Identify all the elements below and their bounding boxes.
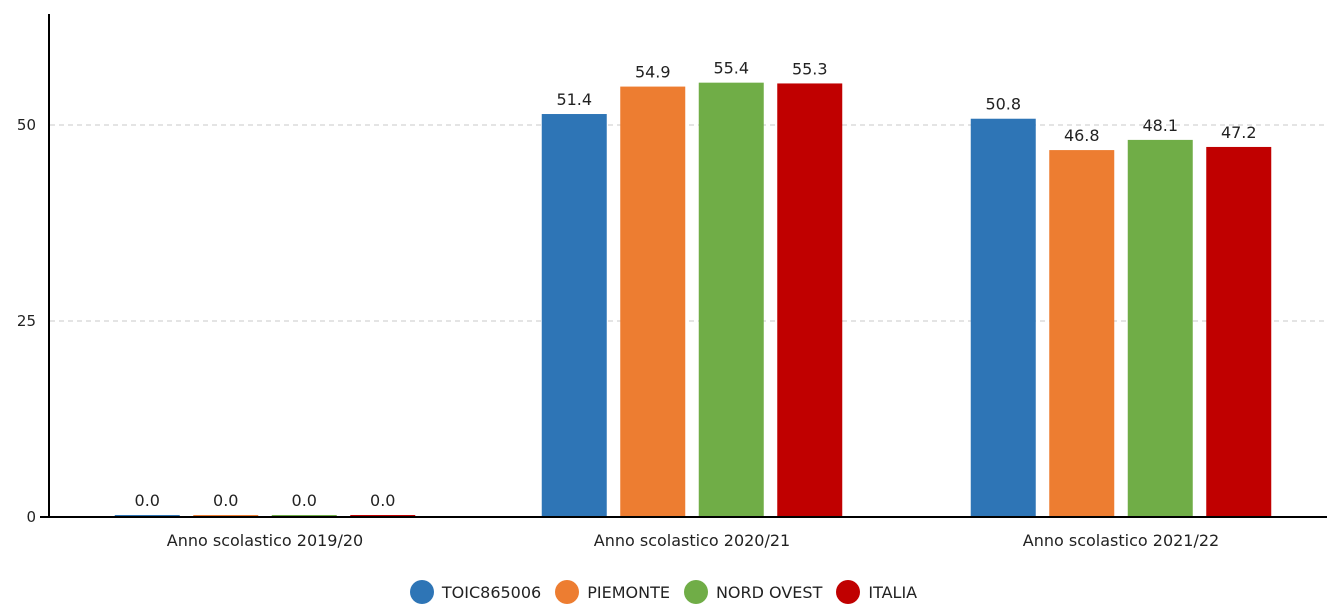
legend-marker [683, 580, 708, 604]
legend-label: NORD OVEST [715, 582, 823, 602]
data-label: 47.2 [1221, 123, 1257, 142]
legend-item-nord-ovest[interactable]: NORD OVEST [683, 580, 823, 604]
data-label: 0.0 [213, 491, 238, 510]
legend-marker [836, 580, 861, 604]
data-label: 55.4 [713, 59, 749, 78]
bar-piemonte [1049, 150, 1115, 517]
legend-item-italia[interactable]: ITALIA [836, 580, 917, 604]
legend-item-toic865006[interactable]: TOIC865006 [409, 580, 542, 604]
axes [40, 14, 1327, 518]
legend-marker [555, 580, 580, 604]
category-label: Anno scolastico 2021/22 [1023, 531, 1219, 550]
bar-toic865006 [541, 114, 607, 518]
legend-label: PIEMONTE [587, 582, 670, 602]
legend-item-piemonte[interactable]: PIEMONTE [555, 580, 670, 604]
legend: TOIC865006 PIEMONTE NORD OVEST ITALIA [0, 580, 1327, 604]
data-label: 0.0 [370, 491, 395, 510]
legend-marker [409, 580, 434, 604]
data-labels: 0.0 51.4 50.8 0.0 54.9 46.8 0.0 55.4 48.1 0.0 55.3… [135, 59, 1257, 510]
bar-italia [777, 83, 843, 517]
bar-nord-ovest [698, 82, 764, 517]
data-label: 0.0 [135, 491, 160, 510]
category-labels: Anno scolastico 2019/20 Anno scolastico 2… [167, 531, 1219, 550]
bars [114, 82, 1272, 518]
data-label: 50.8 [985, 95, 1021, 114]
data-label: 55.3 [792, 59, 828, 78]
y-axis-ticks: 0 25 50 [17, 116, 36, 526]
y-tick-label: 50 [17, 116, 36, 134]
y-tick-label: 25 [17, 312, 36, 330]
data-label: 46.8 [1064, 126, 1100, 145]
data-label: 54.9 [635, 63, 671, 82]
legend-label: TOIC865006 [441, 582, 542, 602]
category-label: Anno scolastico 2020/21 [594, 531, 790, 550]
data-label: 51.4 [556, 90, 592, 109]
bar-nord-ovest [1127, 139, 1193, 517]
data-label: 0.0 [292, 491, 317, 510]
y-tick-label: 0 [26, 508, 36, 526]
bar-italia [1206, 146, 1272, 517]
category-label: Anno scolastico 2019/20 [167, 531, 363, 550]
bar-piemonte [620, 86, 686, 518]
data-label: 48.1 [1142, 116, 1178, 135]
bar-toic865006 [970, 118, 1036, 517]
legend-label: ITALIA [868, 582, 918, 602]
